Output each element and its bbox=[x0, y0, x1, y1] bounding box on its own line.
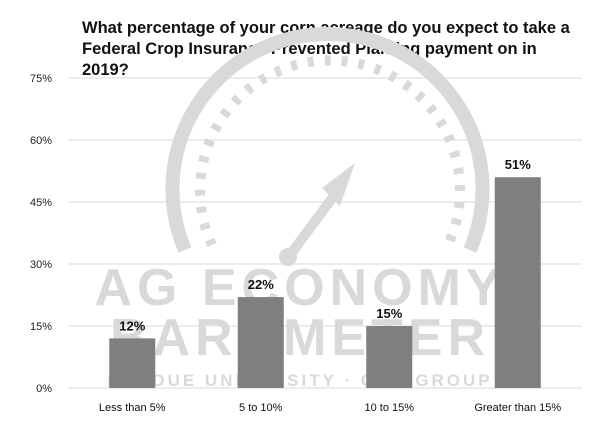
watermark-dial-ticks bbox=[195, 55, 465, 248]
y-tick-label: 60% bbox=[30, 135, 52, 147]
y-tick-label: 45% bbox=[30, 197, 52, 209]
y-tick-label: 75% bbox=[30, 73, 52, 85]
y-tick-label: 15% bbox=[30, 321, 52, 333]
watermark-needle-arrow bbox=[322, 163, 355, 206]
bar bbox=[494, 177, 541, 388]
bar-value-label: 12% bbox=[119, 318, 145, 333]
watermark-line1: AG ECONOMY bbox=[94, 259, 505, 317]
x-category-label: 5 to 10% bbox=[239, 402, 283, 414]
x-category-label: 10 to 15% bbox=[364, 402, 414, 414]
watermark-line3: PURDUE UNIVERSITY · CME GROUP bbox=[107, 371, 492, 390]
bars bbox=[109, 177, 541, 388]
watermark-needle bbox=[285, 188, 341, 260]
x-axis-labels: Less than 5% 5 to 10% 10 to 15% Greater tha… bbox=[99, 402, 561, 414]
watermark-needle-hub bbox=[279, 248, 297, 266]
y-axis-ticks: 0% 15% 30% 45% 60% 75% bbox=[30, 73, 52, 395]
watermark-dial-arc bbox=[165, 27, 490, 253]
watermark: AG ECONOMY BAROMETER PURDUE UNIVERSITY ·… bbox=[94, 27, 505, 390]
watermark-line2: BAROMETER bbox=[110, 309, 490, 367]
y-tick-label: 30% bbox=[30, 259, 52, 271]
bar-value-label: 22% bbox=[248, 277, 274, 292]
bar bbox=[237, 297, 284, 388]
x-category-label: Less than 5% bbox=[99, 402, 166, 414]
bar-value-label: 51% bbox=[505, 157, 531, 172]
y-tick-label: 0% bbox=[36, 383, 52, 395]
bar bbox=[366, 326, 413, 388]
bar bbox=[109, 338, 156, 388]
data-labels: 12% 22% 15% 51% bbox=[119, 157, 531, 333]
x-category-label: Greater than 15% bbox=[474, 402, 561, 414]
bar-value-label: 15% bbox=[376, 306, 402, 321]
